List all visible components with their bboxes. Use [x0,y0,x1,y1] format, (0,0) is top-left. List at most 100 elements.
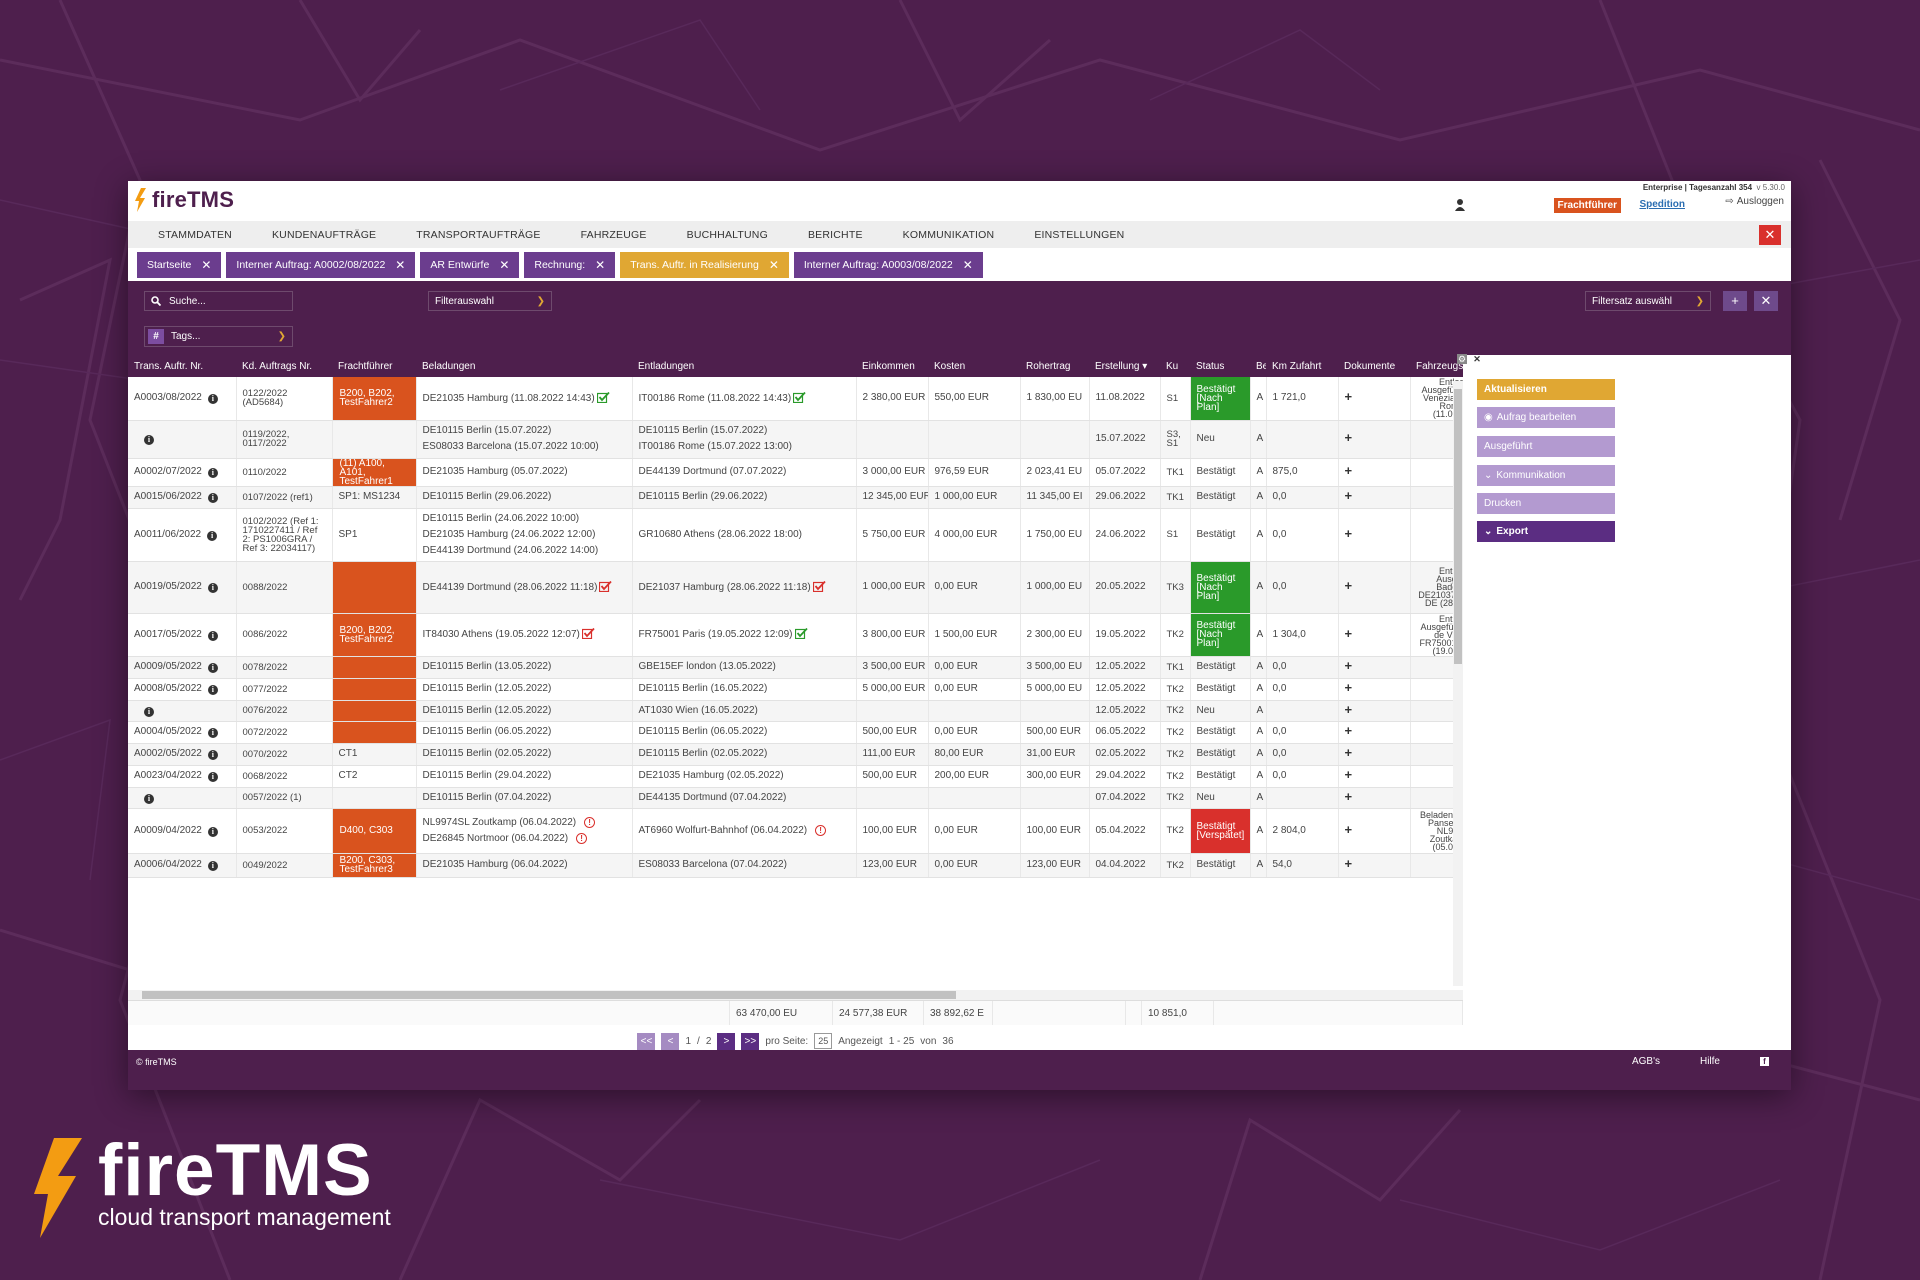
table-row[interactable]: A0004/05/2022 i 0072/2022 DE10115 Berlin (0… [128,721,1463,744]
documents-cell[interactable]: + [1338,561,1411,614]
carrier-cell[interactable] [332,787,417,809]
export-button[interactable]: ⌄ Export [1477,521,1615,542]
info-icon[interactable]: i [207,583,218,593]
settings-icon[interactable]: ⚙ [1457,354,1467,364]
search-input[interactable]: Suche... [144,291,293,311]
order-number-cell[interactable]: A0002/05/2022 i [128,743,237,766]
last-page-button[interactable]: >> [741,1032,760,1050]
table-row[interactable]: A0003/08/2022 i 0122/2022 (AD5684) B200, B2… [128,377,1463,421]
add-document-icon[interactable]: + [1344,745,1353,760]
carrier-cell[interactable]: SP1 [332,508,417,562]
nav-buchhaltung[interactable]: BUCHHALTUNG [686,228,768,241]
carrier-cell[interactable]: (11) A100, A101, TestFahrer1 [332,458,417,487]
close-tab-icon[interactable]: ✕ [595,258,606,272]
order-number-cell[interactable]: A0019/05/2022 i [128,561,237,614]
carrier-cell[interactable] [332,656,417,679]
info-icon[interactable]: i [144,706,154,717]
add-document-icon[interactable]: + [1344,488,1353,503]
nav-stammdaten[interactable]: STAMMDATEN [158,228,232,241]
nav-einstellungen[interactable]: EINSTELLUNGEN [1034,228,1125,241]
nav-transportauftraege[interactable]: TRANSPORTAUFTRÄGE [416,228,541,241]
info-icon[interactable]: i [207,394,218,405]
carrier-cell[interactable]: CT2 [332,765,417,788]
next-page-button[interactable]: > [717,1032,736,1050]
close-tab-icon[interactable]: ✕ [962,258,973,272]
add-document-icon[interactable]: + [1344,525,1353,541]
add-document-icon[interactable]: + [1344,723,1353,738]
carrier-cell[interactable]: B200, C303, TestFahrer3 [332,853,417,878]
table-row[interactable]: i 0076/2022 DE10115 Berlin (12.05.2022) AT1… [128,700,1463,722]
close-all-tabs-button[interactable]: ✕ [1759,225,1781,245]
tab-ar-entwuerfe[interactable]: AR Entwürfe ✕ [420,252,520,278]
column-header[interactable]: Km Zufahrt [1266,355,1338,377]
carrier-cell[interactable] [332,561,417,614]
close-tab-icon[interactable]: ✕ [395,258,406,272]
column-header[interactable]: Entladungen [632,355,856,377]
column-header[interactable]: Erstellung ▾ [1089,355,1160,377]
remove-filterset-button[interactable]: ✕ [1754,291,1778,311]
add-document-icon[interactable]: + [1344,788,1353,804]
column-header[interactable]: Be [1250,355,1266,377]
nav-fahrzeuge[interactable]: FAHRZEUGE [580,228,647,241]
add-document-icon[interactable]: + [1344,430,1353,445]
app-logo[interactable]: fireTMS [134,187,234,213]
order-number-cell[interactable]: A0008/05/2022 i [128,678,237,701]
info-icon[interactable]: i [207,826,218,837]
nav-kundenauftraege[interactable]: KUNDENAUFTRÄGE [271,228,377,241]
carrier-cell[interactable] [332,420,417,459]
close-tab-icon[interactable]: ✕ [499,258,510,272]
column-header[interactable]: Rohertrag [1020,355,1089,377]
carrier-cell[interactable]: B200, B202, TestFahrer2 [332,377,417,421]
documents-cell[interactable]: + [1338,508,1411,562]
table-row[interactable]: A0017/05/2022 i 0086/2022 B200, B202, TestF… [128,613,1463,657]
info-icon[interactable]: i [207,728,218,738]
column-header[interactable]: Fahrzeugstatus [1410,355,1463,377]
agb-link[interactable]: AGB's [1631,1056,1660,1067]
add-document-icon[interactable]: + [1344,701,1353,717]
info-icon[interactable]: i [207,530,218,541]
add-document-icon[interactable]: + [1344,821,1353,837]
info-icon[interactable]: i [207,663,218,673]
add-document-icon[interactable]: + [1344,463,1353,478]
table-row[interactable]: A0019/05/2022 i 0088/2022 DE44139 Dortmund … [128,561,1463,614]
role-active-badge[interactable]: Frachtführer [1553,198,1621,213]
table-row[interactable]: A0023/04/2022 i 0068/2022 CT2 DE10115 Berlin… [128,765,1463,788]
column-header[interactable]: Kosten [928,355,1020,377]
edit-order-button[interactable]: ◉ Aufrag bearbeiten [1477,407,1615,428]
table-row[interactable]: A0009/04/2022 i 0053/2022 D400, C303 NL9974S… [128,808,1463,854]
filterset-select[interactable]: Filtersatz auswähl ❯ [1585,291,1711,311]
order-number-cell[interactable]: i [128,700,237,722]
table-row[interactable]: A0011/06/2022 i 0102/2022 (Ref 1: 17102274… [128,508,1463,562]
order-number-cell[interactable]: A0009/05/2022 i [128,656,237,679]
documents-cell[interactable]: + [1338,721,1411,744]
close-tab-icon[interactable]: ✕ [201,258,212,272]
documents-cell[interactable]: + [1338,700,1411,722]
table-row[interactable]: A0006/04/2022 i 0049/2022 B200, C303, TestF… [128,853,1463,878]
table-row[interactable]: A0002/07/2022 i 0110/2022 (11) A100, A101, … [128,458,1463,487]
print-button[interactable]: Drucken [1477,493,1615,514]
order-number-cell[interactable]: A0006/04/2022 i [128,853,237,878]
order-number-cell[interactable]: A0002/07/2022 i [128,458,237,487]
add-document-icon[interactable]: + [1344,680,1353,695]
info-icon[interactable]: i [207,750,218,760]
order-number-cell[interactable]: A0009/04/2022 i [128,808,237,854]
communication-button[interactable]: ⌄ Kommunikation [1477,465,1615,486]
tags-select[interactable]: # Tags... ❯ [144,326,293,347]
order-number-cell[interactable]: i [128,787,237,809]
documents-cell[interactable]: + [1338,613,1411,657]
tab-interner-auftrag-2[interactable]: Interner Auftrag: A0003/08/2022 ✕ [793,252,983,278]
vertical-scrollbar[interactable] [1453,381,1463,986]
add-document-icon[interactable]: + [1344,389,1353,405]
order-number-cell[interactable]: A0003/08/2022 i [128,377,237,421]
documents-cell[interactable]: + [1338,656,1411,679]
info-icon[interactable]: i [207,630,218,641]
carrier-cell[interactable]: B200, B202, TestFahrer2 [332,613,417,657]
user-icon[interactable] [1455,199,1465,211]
horizontal-scrollbar[interactable] [128,990,1463,1000]
table-row[interactable]: A0008/05/2022 i 0077/2022 DE10115 Berlin (1… [128,678,1463,701]
order-number-cell[interactable]: A0023/04/2022 i [128,765,237,788]
help-link[interactable]: Hilfe [1699,1056,1720,1067]
refresh-button[interactable]: Aktualisieren [1477,379,1615,400]
nav-kommunikation[interactable]: KOMMUNIKATION [902,228,995,241]
documents-cell[interactable]: + [1338,765,1411,788]
